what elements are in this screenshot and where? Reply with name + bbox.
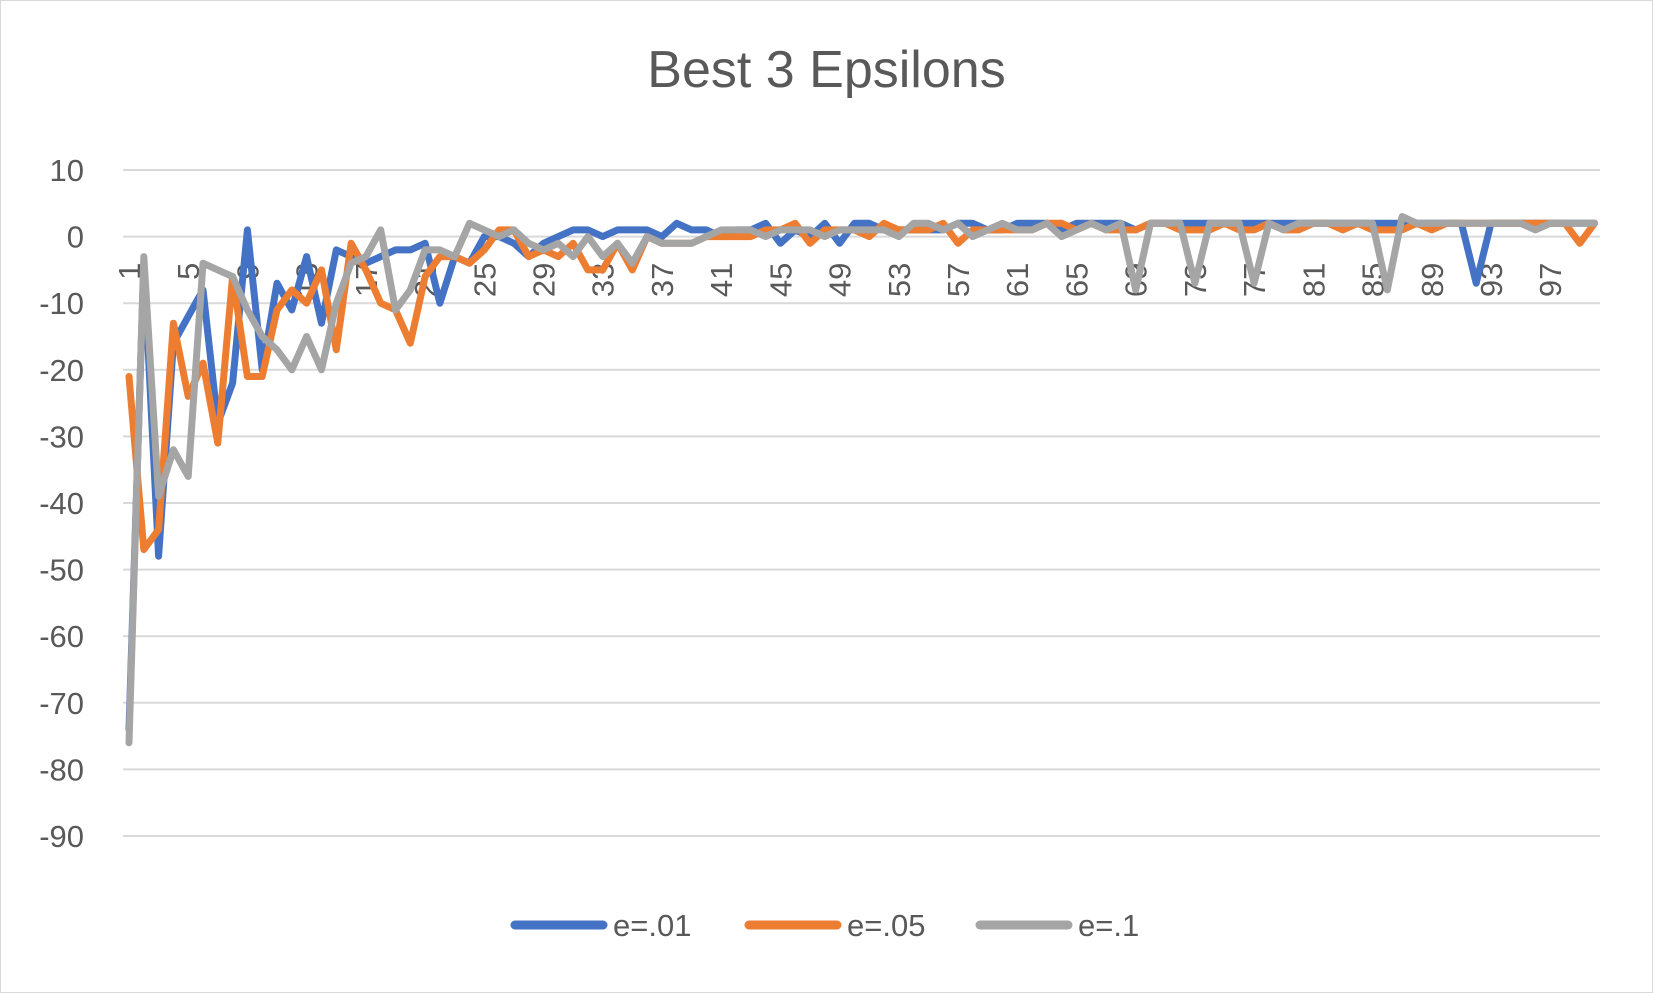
x-tick-label: 61 [1000, 263, 1035, 297]
y-tick-label: -60 [39, 619, 84, 654]
x-tick-label: 37 [645, 263, 680, 297]
y-tick-label: -40 [39, 486, 84, 521]
x-tick-label: 41 [704, 263, 739, 297]
legend-label: e=.01 [613, 908, 691, 943]
x-tick-label: 29 [527, 263, 562, 297]
series-line-3 [125, 213, 1599, 747]
x-tick-label: 1 [112, 263, 147, 280]
y-tick-label: -20 [39, 353, 84, 388]
x-tick-label: 53 [882, 263, 917, 297]
y-tick-label: -50 [39, 553, 84, 588]
x-tick-label: 97 [1533, 263, 1568, 297]
gridlines [123, 169, 1600, 837]
x-tick-label: 89 [1415, 263, 1450, 297]
y-tick-label: -80 [39, 752, 84, 787]
x-tick-label: 45 [763, 263, 798, 297]
x-tick-label: 57 [941, 263, 976, 297]
series-line-1 [125, 219, 1599, 733]
y-tick-label: -70 [39, 686, 84, 721]
x-tick-label: 25 [467, 263, 502, 297]
y-tick-label: -10 [39, 286, 84, 321]
y-tick-label: 10 [50, 153, 84, 188]
y-axis-ticks: 10 0 -10 -20 -30 -40 -50 -60 -70 -80 -90 [39, 153, 84, 854]
x-tick-label: 5 [171, 263, 206, 280]
legend: e=.01 e=.05 e=.1 [510, 908, 1139, 943]
x-tick-label: 9 [230, 263, 265, 280]
legend-label: e=.1 [1078, 908, 1139, 943]
series-lines [125, 213, 1599, 747]
chart-title: Best 3 Epsilons [647, 41, 1006, 99]
x-tick-label: 49 [823, 263, 858, 297]
legend-label: e=.05 [847, 908, 925, 943]
x-tick-label: 65 [1059, 263, 1094, 297]
x-tick-label: 81 [1296, 263, 1331, 297]
y-tick-label: -90 [39, 819, 84, 854]
y-tick-label: -30 [39, 419, 84, 454]
y-tick-label: 0 [67, 220, 84, 255]
